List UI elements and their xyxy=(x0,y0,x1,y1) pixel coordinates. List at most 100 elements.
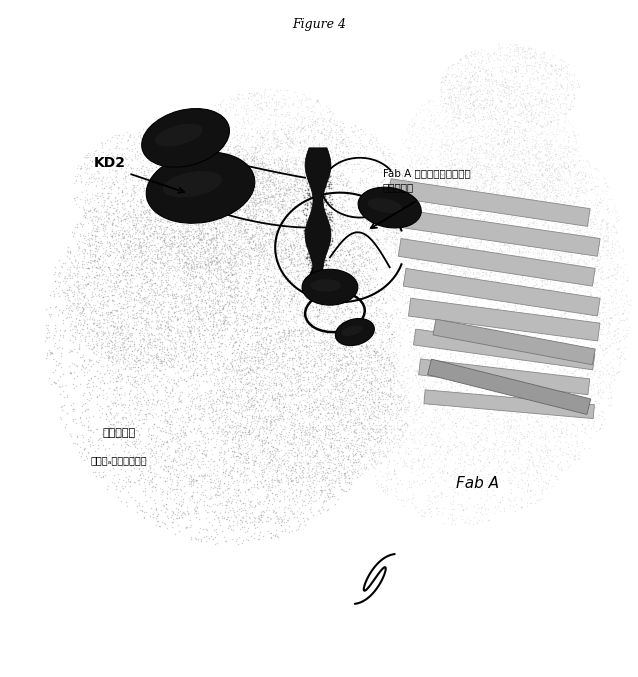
Point xyxy=(492,330,502,341)
Point xyxy=(545,358,556,369)
Point xyxy=(443,98,453,109)
Point xyxy=(295,241,305,252)
Point xyxy=(225,284,235,295)
Point xyxy=(449,440,459,451)
Point xyxy=(262,263,272,274)
Point xyxy=(510,116,520,127)
Point xyxy=(429,129,439,139)
Point xyxy=(148,430,158,441)
Point xyxy=(357,243,367,254)
Point xyxy=(468,267,478,278)
Point xyxy=(315,215,325,226)
Point xyxy=(531,174,542,185)
Point xyxy=(228,269,238,280)
Point xyxy=(128,203,138,214)
Point xyxy=(117,248,128,259)
Point xyxy=(554,327,565,338)
Point xyxy=(92,165,102,176)
Point xyxy=(95,322,105,332)
Point xyxy=(213,169,223,180)
Point xyxy=(380,160,390,171)
Point xyxy=(539,315,549,326)
Point xyxy=(285,131,295,142)
Point xyxy=(321,438,331,449)
Point xyxy=(157,336,167,347)
Point xyxy=(207,203,217,214)
Point xyxy=(267,345,277,356)
Point xyxy=(247,281,257,292)
Point xyxy=(339,461,349,472)
Point xyxy=(343,264,353,275)
Point xyxy=(434,365,445,376)
Point xyxy=(611,268,621,279)
Point xyxy=(251,204,261,215)
Point xyxy=(540,395,551,406)
Point xyxy=(149,352,160,363)
Point xyxy=(196,285,206,296)
Point xyxy=(413,307,423,318)
Point xyxy=(374,251,384,262)
Point xyxy=(567,419,577,430)
Point xyxy=(161,344,172,355)
Point xyxy=(569,332,579,343)
Point xyxy=(504,280,514,290)
Point xyxy=(610,264,620,275)
Point xyxy=(246,110,256,121)
Point xyxy=(238,294,248,305)
Point xyxy=(469,483,479,494)
Point xyxy=(470,341,480,351)
Point xyxy=(181,225,191,236)
Point xyxy=(537,291,547,302)
Point xyxy=(606,253,616,263)
Point xyxy=(148,404,158,415)
Point xyxy=(524,60,534,70)
Point xyxy=(325,414,335,425)
Point xyxy=(576,359,586,370)
Point xyxy=(141,355,151,366)
Point xyxy=(285,427,295,437)
Point xyxy=(248,208,258,219)
Point xyxy=(175,485,186,496)
Point xyxy=(292,295,302,306)
Point xyxy=(385,314,396,325)
Point xyxy=(298,471,308,482)
Point xyxy=(295,379,305,390)
Point xyxy=(250,450,260,460)
Point xyxy=(403,232,413,242)
Point xyxy=(601,230,611,241)
Point xyxy=(180,257,190,267)
Point xyxy=(341,273,352,284)
Point xyxy=(257,249,267,260)
Point xyxy=(93,236,103,247)
Point xyxy=(82,292,92,303)
Point xyxy=(313,206,323,217)
Point xyxy=(225,235,235,246)
Point xyxy=(234,509,244,520)
Point xyxy=(153,171,163,182)
Point xyxy=(301,240,311,251)
Point xyxy=(526,378,537,389)
Point xyxy=(120,412,130,423)
Point xyxy=(233,261,243,271)
Point xyxy=(539,395,549,406)
Point xyxy=(449,182,459,193)
Point xyxy=(575,383,585,393)
Point xyxy=(293,150,304,161)
Point xyxy=(420,293,431,304)
Point xyxy=(112,204,122,215)
Point xyxy=(239,197,249,208)
Point xyxy=(550,169,560,179)
Point xyxy=(212,237,222,248)
Point xyxy=(218,141,228,152)
Point xyxy=(489,299,499,310)
Point xyxy=(475,312,486,323)
Point xyxy=(246,417,256,428)
Point xyxy=(419,223,429,234)
Point xyxy=(585,223,595,234)
Point xyxy=(520,81,530,91)
Point xyxy=(212,256,223,267)
Point xyxy=(553,206,563,217)
Point xyxy=(553,121,563,132)
Point xyxy=(64,311,75,322)
Point xyxy=(568,129,579,140)
